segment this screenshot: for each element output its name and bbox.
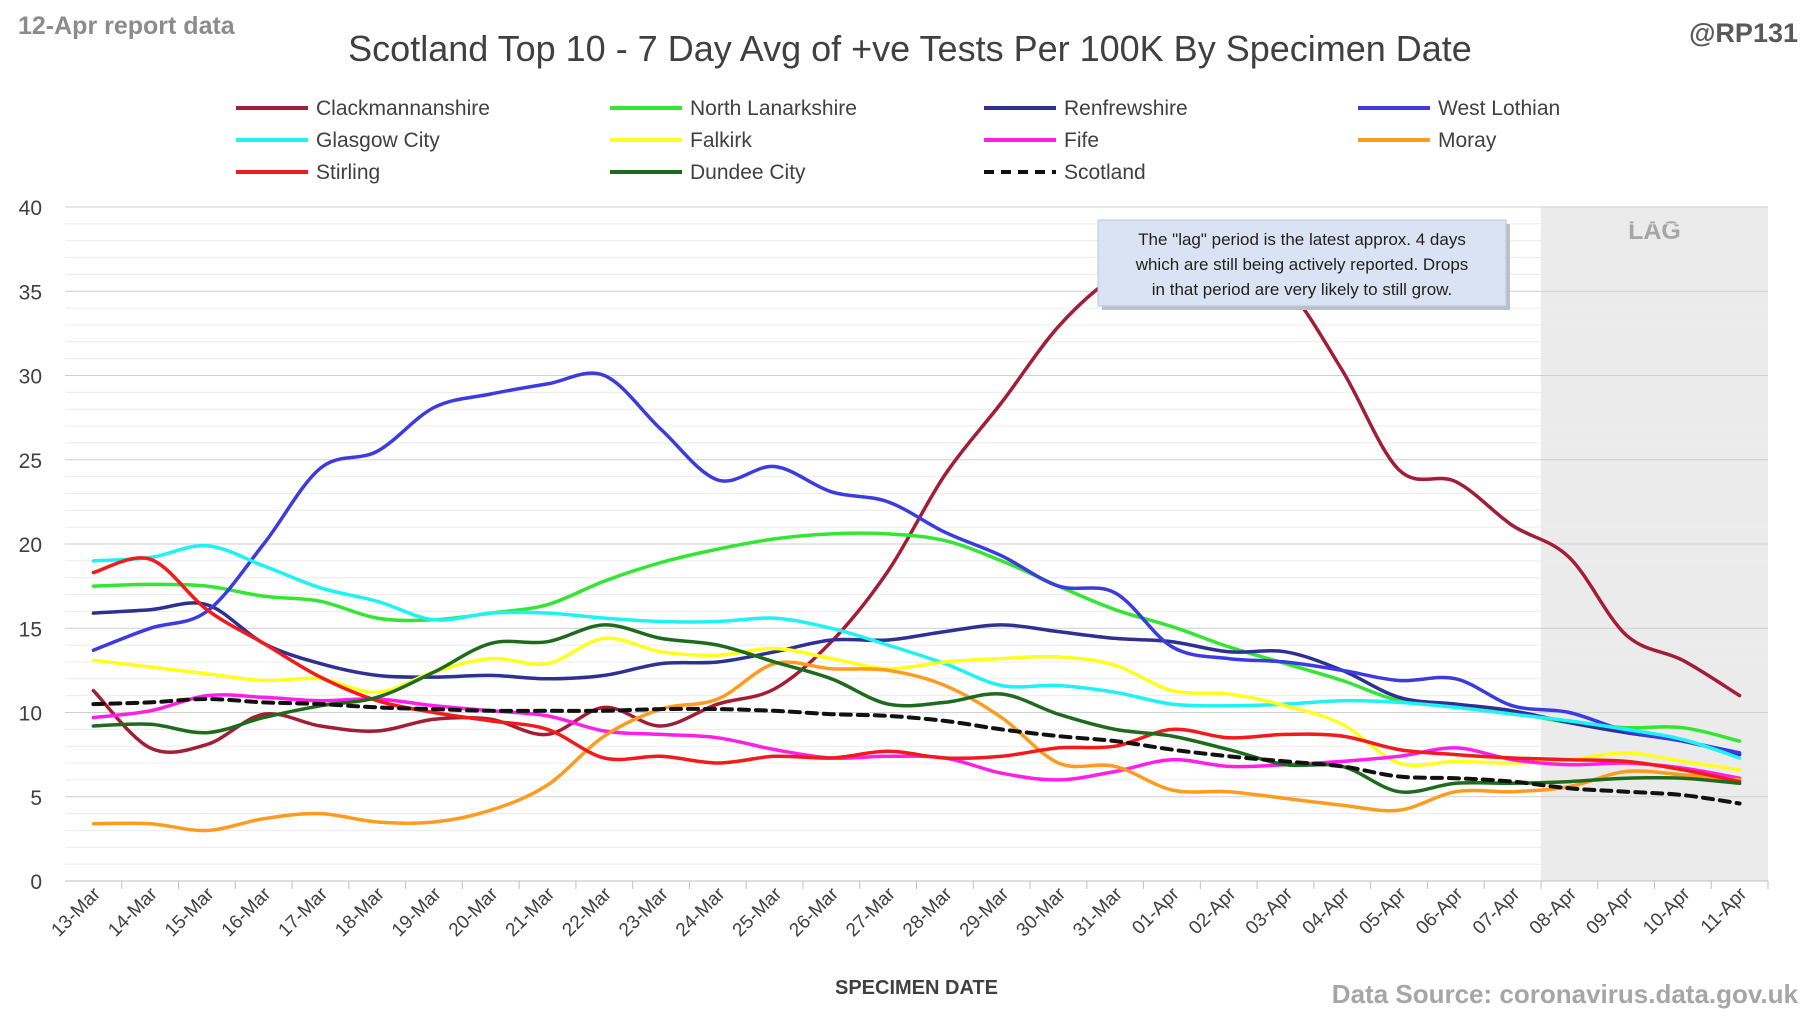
chart-title: Scotland Top 10 - 7 Day Avg of +ve Tests…	[348, 28, 1472, 69]
x-tick-label: 23-Mar	[615, 883, 673, 941]
x-tick-label: 20-Mar	[445, 883, 503, 941]
series-line-west-lothian	[91, 371, 1742, 755]
series-line-moray	[91, 660, 1742, 833]
author-handle: @RP131	[1689, 18, 1798, 48]
legend-label: Renfrewshire	[1064, 97, 1188, 120]
legend-label: Clackmannanshire	[316, 97, 490, 120]
y-tick-label: 20	[19, 534, 42, 557]
x-tick-label: 27-Mar	[842, 883, 900, 941]
x-tick-label: 21-Mar	[502, 883, 560, 941]
x-tick-label: 01-Apr	[1128, 883, 1184, 939]
x-axis-title: SPECIMEN DATE	[835, 977, 998, 999]
x-tick-label: 26-Mar	[785, 883, 843, 941]
y-tick-label: 15	[19, 618, 42, 641]
x-tick-label: 04-Apr	[1299, 883, 1355, 939]
y-tick-label: 10	[19, 703, 42, 726]
legend-label: Stirling	[316, 161, 380, 184]
legend-label: North Lanarkshire	[690, 97, 857, 120]
series-line-clackmannanshire	[91, 248, 1742, 755]
y-tick-label: 25	[19, 450, 42, 473]
y-tick-label: 0	[30, 871, 42, 894]
annotation-line: which are still being actively reported.…	[1135, 255, 1469, 274]
x-tick-label: 10-Apr	[1639, 883, 1695, 939]
x-tick-label: 15-Mar	[161, 883, 219, 941]
y-tick-label: 35	[19, 281, 42, 304]
x-tick-label: 02-Apr	[1185, 883, 1241, 939]
x-tick-label: 31-Mar	[1069, 883, 1127, 941]
series-line-dundee-city	[91, 623, 1742, 794]
report-date-label: 12-Apr report data	[18, 12, 235, 40]
legend-label: Dundee City	[690, 161, 806, 184]
x-tick-label: 22-Mar	[558, 883, 616, 941]
legend-label: Scotland	[1064, 161, 1146, 184]
x-tick-label: 14-Mar	[104, 883, 162, 941]
legend-label: Glasgow City	[316, 129, 440, 152]
series-line-glasgow-city	[91, 543, 1742, 760]
x-tick-label: 16-Mar	[218, 883, 276, 941]
series-line-falkirk	[91, 636, 1742, 772]
annotation-line: in that period are very likely to still …	[1152, 280, 1452, 299]
x-tick-label: 24-Mar	[672, 883, 730, 941]
legend-label: West Lothian	[1438, 97, 1560, 120]
y-tick-label: 40	[19, 197, 42, 220]
x-tick-label: 18-Mar	[331, 883, 389, 941]
x-tick-label: 03-Apr	[1242, 883, 1298, 939]
series-line-stirling	[91, 556, 1742, 784]
x-tick-label: 05-Apr	[1355, 883, 1411, 939]
data-source-label: Data Source: coronavirus.data.gov.uk	[1331, 979, 1798, 1009]
x-tick-label: 06-Apr	[1412, 883, 1468, 939]
x-tick-label: 29-Mar	[956, 883, 1014, 941]
series-line-scotland	[91, 697, 1742, 806]
series-line-renfrewshire	[91, 601, 1742, 757]
legend-label: Falkirk	[690, 129, 752, 152]
x-tick-label: 09-Apr	[1582, 883, 1638, 939]
y-tick-label: 5	[30, 787, 42, 810]
annotation-box	[1097, 219, 1507, 307]
x-tick-label: 11-Apr	[1697, 883, 1752, 938]
x-tick-label: 30-Mar	[1013, 883, 1071, 941]
x-tick-label: 07-Apr	[1469, 883, 1525, 939]
x-tick-label: 19-Mar	[388, 883, 446, 941]
y-tick-label: 30	[19, 366, 42, 389]
legend-label: Moray	[1438, 129, 1497, 152]
annotation-line: The "lag" period is the latest approx. 4…	[1138, 230, 1466, 249]
x-tick-label: 25-Mar	[729, 883, 787, 941]
x-tick-label: 08-Apr	[1526, 883, 1582, 939]
legend-label: Fife	[1064, 129, 1099, 152]
x-tick-label: 17-Mar	[275, 883, 333, 941]
x-tick-label: 28-Mar	[899, 883, 957, 941]
x-tick-label: 13-Mar	[48, 883, 106, 941]
